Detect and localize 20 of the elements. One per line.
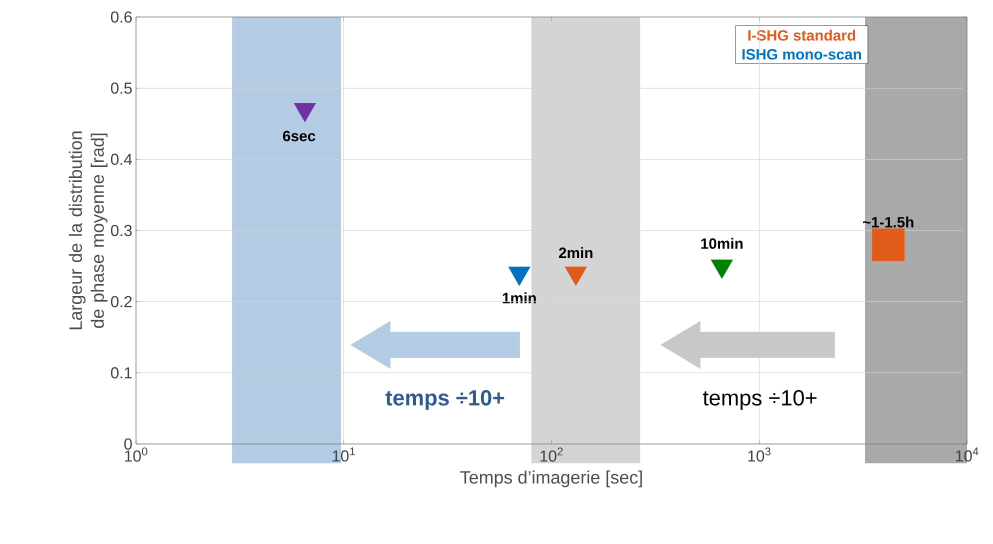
y-tick-label: 0.5 xyxy=(110,82,132,94)
x-tick-label: 10$^{1}$ xyxy=(332,448,355,462)
text: ISHG mono-scan xyxy=(742,49,861,60)
text: I-SHG standard xyxy=(748,30,856,41)
x-tick-label: 10$^{3}$ xyxy=(748,448,770,462)
annotation: 6sec xyxy=(282,130,316,142)
y-axis-title: Largeur de la distribution de phase moyenne [rad] xyxy=(68,132,108,330)
x-axis-title: Temps d’imagerie [sec] xyxy=(460,470,642,488)
annotation: 2min xyxy=(558,247,592,258)
y-tick-label: 0.6 xyxy=(110,11,132,23)
y-tick-label: 0.4 xyxy=(110,154,132,165)
y-tick-label: 0 xyxy=(124,438,132,450)
x-tick-label: 10$^{2}$ xyxy=(540,448,563,462)
annotation: temps ÷10+ xyxy=(385,390,504,410)
annotation: 10min xyxy=(701,238,743,249)
y-tick-label: 0.1 xyxy=(110,367,132,378)
annotation: ~1-1.5h xyxy=(862,216,914,228)
annotation: temps ÷10+ xyxy=(702,390,816,410)
y-tick-label: 0.2 xyxy=(110,296,132,308)
y-tick-label: 0.3 xyxy=(110,224,132,236)
